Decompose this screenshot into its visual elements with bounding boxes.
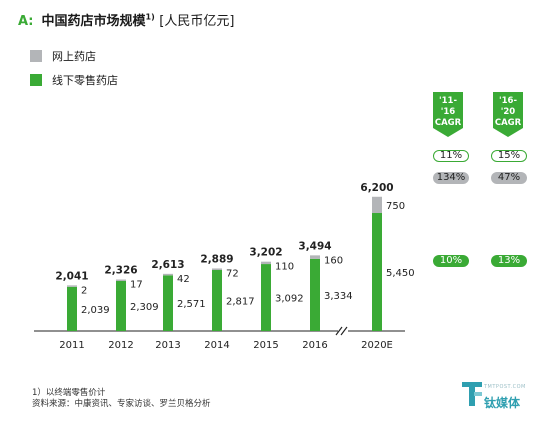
watermark-logo-icon — [462, 382, 482, 406]
x-tick-label-2012: 2012 — [108, 340, 133, 351]
online-label-2014: 72 — [226, 268, 239, 279]
cagr-header-11-16-label: '11-'16 CAGR — [434, 96, 462, 128]
watermark-brand: 钛媒体 — [484, 396, 521, 410]
legend-item-online: 网上药店 — [30, 44, 118, 68]
bar-offline-2016 — [310, 258, 320, 331]
cagr-online-11-16: 134% — [433, 172, 469, 184]
footnote-1: 1）以终端零售价计 — [32, 388, 106, 398]
legend-item-offline: 线下零售药店 — [30, 68, 118, 92]
cagr-header-16-20: '16-'20 CAGR — [493, 92, 523, 137]
legend-swatch-offline — [30, 74, 42, 86]
axis-break-mark-2 — [340, 326, 348, 336]
online-label-2020E: 750 — [386, 201, 405, 212]
title-footnote-mark: 1) — [145, 12, 155, 22]
legend: 网上药店 线下零售药店 — [30, 44, 118, 92]
online-label-2016: 160 — [324, 255, 343, 266]
online-label-2011: 2 — [81, 285, 87, 296]
bar-online-2020E — [372, 196, 382, 214]
footnote-source: 资料来源：中康资讯、专家访谈、罗兰贝格分析 — [32, 399, 211, 409]
bar-online-2012 — [116, 279, 126, 282]
x-tick-label-2015: 2015 — [253, 340, 278, 351]
bar-offline-2011 — [67, 286, 77, 331]
title-text: 中国药店市场规模 — [41, 14, 146, 29]
watermark-sub: TMTPOST.COM — [484, 384, 526, 390]
online-label-2013: 42 — [177, 274, 190, 285]
bar-offline-2015 — [261, 264, 271, 331]
axis-break-mark-1 — [335, 326, 343, 336]
total-label-2020E: 6,200 — [360, 182, 393, 194]
chart-title: A: 中国药店市场规模1) [人民币亿元] — [18, 10, 234, 29]
x-tick-label-2013: 2013 — [155, 340, 180, 351]
bar-online-2013 — [163, 273, 173, 276]
bar-online-2011 — [67, 285, 77, 287]
bar-online-2016 — [310, 255, 320, 259]
bar-online-2014 — [212, 268, 222, 271]
offline-label-2015: 3,092 — [275, 294, 304, 305]
bar-offline-2012 — [116, 281, 126, 331]
x-tick-label-2014: 2014 — [204, 340, 229, 351]
total-label-2011: 2,041 — [55, 270, 88, 282]
title-unit: [人民币亿元] — [159, 14, 235, 29]
x-tick-label-2011: 2011 — [59, 340, 84, 351]
bar-offline-2013 — [163, 275, 173, 331]
offline-label-2012: 2,309 — [130, 302, 159, 313]
offline-label-2011: 2,039 — [81, 305, 110, 316]
legend-label-offline: 线下零售药店 — [52, 74, 118, 87]
footnotes: 1）以终端零售价计 资料来源：中康资讯、专家访谈、罗兰贝格分析 — [32, 388, 211, 410]
total-label-2014: 2,889 — [200, 253, 233, 265]
total-label-2012: 2,326 — [104, 265, 137, 277]
online-label-2015: 110 — [275, 262, 294, 273]
total-label-2016: 3,494 — [298, 240, 331, 252]
cagr-offline-16-20: 13% — [491, 255, 527, 267]
offline-label-2016: 3,334 — [324, 291, 353, 302]
bar-offline-2014 — [212, 270, 222, 331]
cagr-online-16-20: 47% — [491, 172, 527, 184]
watermark-text: 钛媒体 — [484, 394, 520, 411]
legend-label-online: 网上药店 — [52, 50, 96, 63]
x-tick-label-2020E: 2020E — [361, 340, 393, 351]
cagr-total-11-16: 11% — [433, 150, 469, 162]
total-label-2015: 3,202 — [249, 247, 282, 259]
total-label-2013: 2,613 — [151, 259, 184, 271]
title-prefix: A: — [18, 14, 34, 29]
offline-label-2013: 2,571 — [177, 299, 206, 310]
legend-swatch-online — [30, 50, 42, 62]
cagr-total-16-20: 15% — [491, 150, 527, 162]
offline-label-2014: 2,817 — [226, 297, 255, 308]
cagr-header-16-20-label: '16-'20 CAGR — [494, 96, 522, 128]
offline-label-2020E: 5,450 — [386, 268, 415, 279]
bar-offline-2020E — [372, 213, 382, 331]
x-tick-label-2016: 2016 — [302, 340, 327, 351]
online-label-2012: 17 — [130, 280, 143, 291]
bar-online-2015 — [261, 261, 271, 265]
cagr-header-11-16: '11-'16 CAGR — [433, 92, 463, 137]
cagr-offline-11-16: 10% — [433, 255, 469, 267]
